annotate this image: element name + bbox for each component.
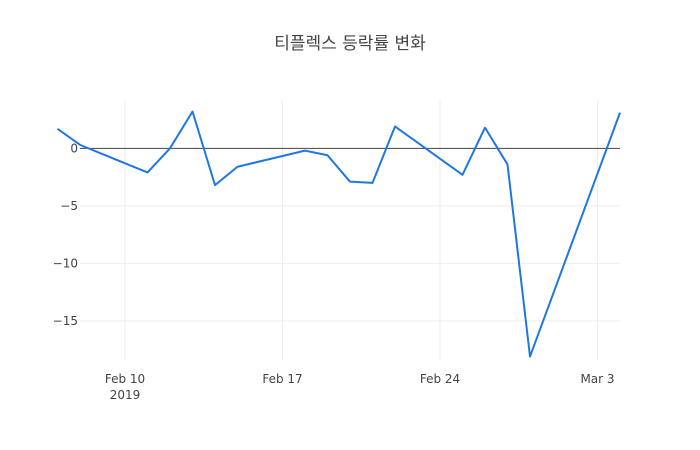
y-tick-label: −15 <box>53 314 78 328</box>
x-tick-label: Feb 10 <box>105 372 145 386</box>
series-line <box>56 110 621 358</box>
grid-layer <box>80 100 620 360</box>
x-tick-label: Mar 3 <box>580 372 614 386</box>
axis-labels: Feb 10 2019 Feb 17 Feb 24 Mar 3 0 −5 −10 −15 <box>53 141 615 402</box>
y-tick-label: 0 <box>70 141 78 155</box>
y-tick-label: −5 <box>60 199 78 213</box>
x-tick-label: Feb 17 <box>262 372 302 386</box>
x-tick-sublabel: 2019 <box>110 388 141 402</box>
chart-title: 티플렉스 등락률 변화 <box>274 34 426 54</box>
x-tick-label: Feb 24 <box>420 372 460 386</box>
series-layer <box>56 110 621 358</box>
y-tick-label: −10 <box>53 256 78 270</box>
